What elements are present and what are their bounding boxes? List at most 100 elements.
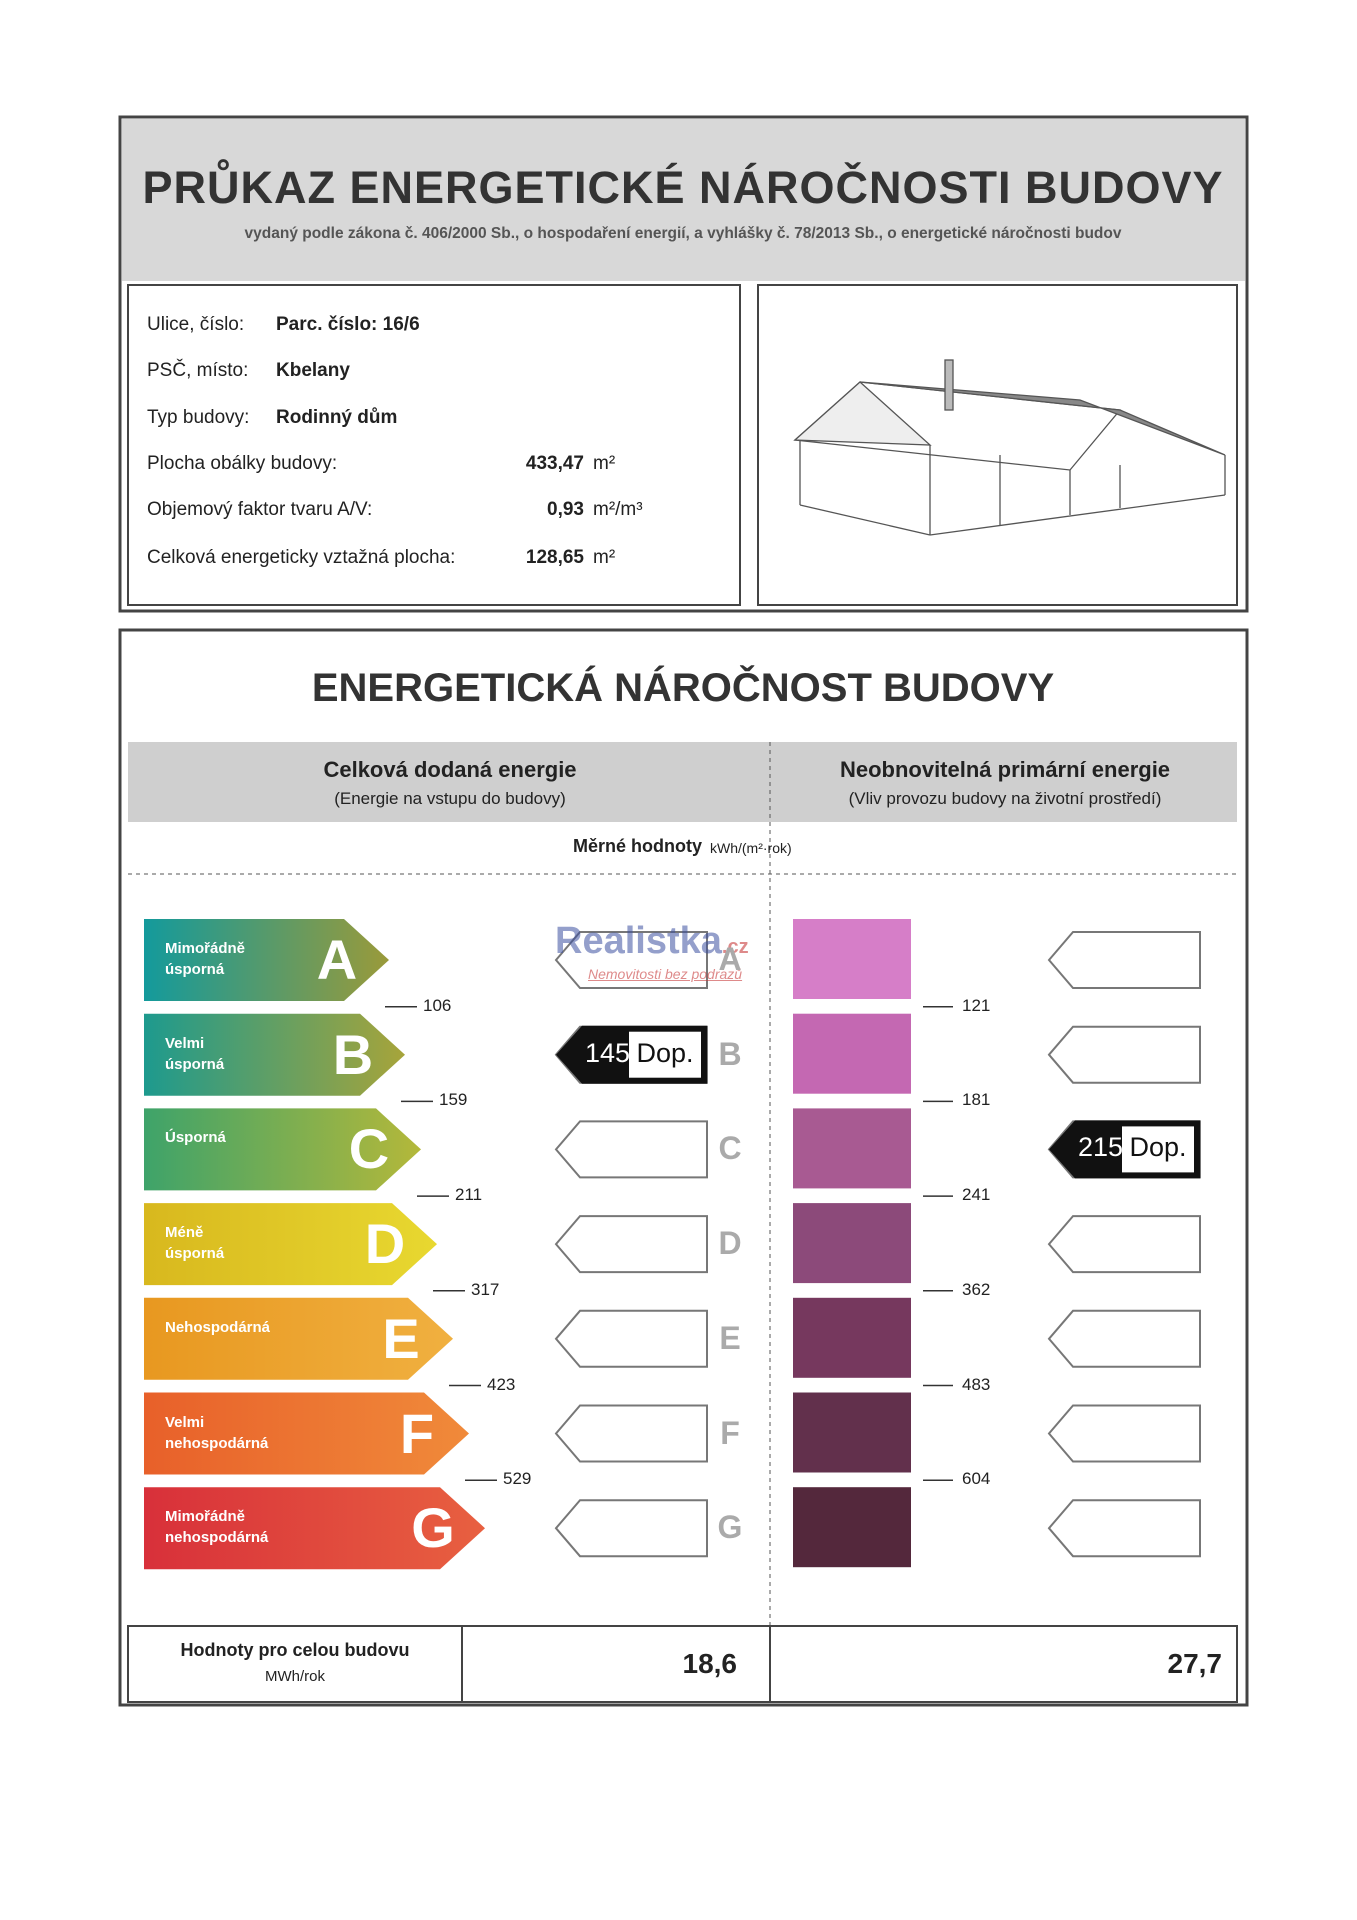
picture-box xyxy=(757,284,1238,606)
info-label: Objemový faktor tvaru A/V: xyxy=(147,499,373,520)
total-left: 18,6 xyxy=(682,1648,738,1679)
totals-row xyxy=(127,1625,1238,1703)
class-letter: E xyxy=(382,1306,420,1370)
title: PRŮKAZ ENERGETICKÉ NÁROČNOSTI BUDOVY xyxy=(142,162,1224,213)
house-drawing xyxy=(793,359,1226,536)
rating-text: Dop. xyxy=(1129,1132,1187,1163)
column-subtitle: (Energie na vstupu do budovy) xyxy=(334,789,566,808)
empty-arrow xyxy=(554,1215,708,1274)
empty-arrow xyxy=(1047,931,1201,989)
rating-value: 215 xyxy=(1078,1132,1124,1163)
threshold-label: 241 xyxy=(962,1185,991,1205)
class-label: Mimořádně nehospodárná xyxy=(165,1508,269,1547)
middle-letter: F xyxy=(720,1414,740,1451)
class-bar xyxy=(793,1203,911,1284)
info-number: 128,65 xyxy=(525,547,584,568)
class-arrow xyxy=(144,1013,405,1096)
subtitle: vydaný podle zákona č. 406/2000 Sb., o h… xyxy=(244,225,1122,242)
threshold-label: 181 xyxy=(962,1090,991,1110)
totals-unit: MWh/rok xyxy=(265,1668,325,1685)
class-bar xyxy=(793,1013,911,1094)
threshold-label: 423 xyxy=(487,1374,516,1394)
info-value: Kbelany xyxy=(276,360,350,381)
class-arrow xyxy=(144,919,389,1001)
class-letter: C xyxy=(348,1117,390,1181)
middle-letter: E xyxy=(719,1319,741,1356)
empty-arrow xyxy=(554,931,708,989)
class-arrow xyxy=(144,1297,453,1380)
class-label: Méně úsporná xyxy=(165,1224,225,1263)
column-title: Celková dodaná energie xyxy=(323,757,577,782)
column-subtitle: (Vliv provozu budovy na životní prostřed… xyxy=(848,789,1162,808)
empty-arrow xyxy=(554,1120,708,1179)
threshold-label: 529 xyxy=(503,1469,532,1489)
class-label: Velmi úsporná xyxy=(165,1034,225,1073)
class-label: Velmi nehospodárná xyxy=(165,1413,269,1452)
totals-label: Hodnoty pro celou budovu xyxy=(180,1640,410,1660)
info-label: Celková energeticky vztažná plocha: xyxy=(147,547,456,568)
class-bar xyxy=(793,919,911,999)
empty-arrow xyxy=(1047,1215,1201,1274)
empty-arrow xyxy=(1047,1025,1201,1084)
middle-letter: G xyxy=(717,1509,743,1546)
middle-letter: C xyxy=(718,1130,742,1167)
watermark-tagline: Nemovitosti bez podrazů xyxy=(588,966,743,982)
class-arrow xyxy=(144,1392,469,1475)
threshold-label: 483 xyxy=(962,1374,991,1394)
info-number: 433,47 xyxy=(525,453,584,474)
class-label: Nehospodárná xyxy=(165,1318,271,1336)
threshold-label: 211 xyxy=(455,1185,483,1205)
rating-value: 145 xyxy=(585,1037,631,1068)
column-title: Neobnovitelná primární energie xyxy=(839,757,1171,782)
watermark-brand-text: Realistka xyxy=(555,920,722,962)
threshold-label: 604 xyxy=(962,1469,991,1489)
empty-arrow xyxy=(1047,1309,1201,1368)
empty-arrow xyxy=(554,1404,708,1463)
threshold-label: 121 xyxy=(962,995,991,1015)
info-label: Ulice, číslo: xyxy=(147,314,245,335)
class-letter: F xyxy=(399,1401,435,1465)
info-unit: m²/m³ xyxy=(593,499,643,520)
watermark-domain: .cz xyxy=(721,936,749,958)
info-unit: m² xyxy=(593,547,616,568)
info-label: Plocha obálky budovy: xyxy=(147,453,338,474)
middle-letter: D xyxy=(718,1225,742,1262)
rating-box xyxy=(629,1031,701,1078)
threshold-label: 159 xyxy=(439,1090,468,1110)
info-box xyxy=(127,284,741,606)
section-title: ENERGETICKÁ NÁROČNOST BUDOVY xyxy=(311,666,1055,710)
empty-arrow xyxy=(554,1309,708,1368)
class-arrow xyxy=(144,1108,421,1191)
threshold-label: 362 xyxy=(962,1279,991,1299)
class-label: Úsporná xyxy=(165,1129,226,1147)
class-letter: A xyxy=(316,928,358,991)
header-band xyxy=(122,119,1245,281)
empty-arrow xyxy=(554,1499,708,1558)
rating-text: Dop. xyxy=(636,1037,694,1068)
empty-arrow xyxy=(1047,1499,1201,1558)
class-bar xyxy=(793,1108,911,1189)
info-label: Typ budovy: xyxy=(147,407,250,428)
class-letter: D xyxy=(364,1212,406,1276)
info-number: 0,93 xyxy=(547,499,584,520)
class-letter: B xyxy=(332,1022,374,1086)
class-bar xyxy=(793,1392,911,1473)
class-arrow xyxy=(144,1203,437,1286)
specific-unit: kWh/(m²·rok) xyxy=(710,840,792,856)
empty-arrow xyxy=(1047,1404,1201,1463)
total-right: 27,7 xyxy=(1167,1648,1223,1679)
class-letter: G xyxy=(411,1496,455,1560)
middle-letter: B xyxy=(718,1035,742,1072)
info-value: Rodinný dům xyxy=(276,407,398,428)
threshold-label: 106 xyxy=(423,995,452,1015)
class-arrow xyxy=(144,1487,485,1570)
middle-letter: A xyxy=(718,941,742,977)
specific-label: Měrné hodnoty xyxy=(573,836,702,856)
watermark-brand: Realistka.cz xyxy=(555,920,749,963)
info-unit: m² xyxy=(593,453,616,474)
info-label: PSČ, místo: xyxy=(147,360,249,381)
rating-box xyxy=(1122,1126,1194,1173)
class-bar xyxy=(793,1487,911,1568)
